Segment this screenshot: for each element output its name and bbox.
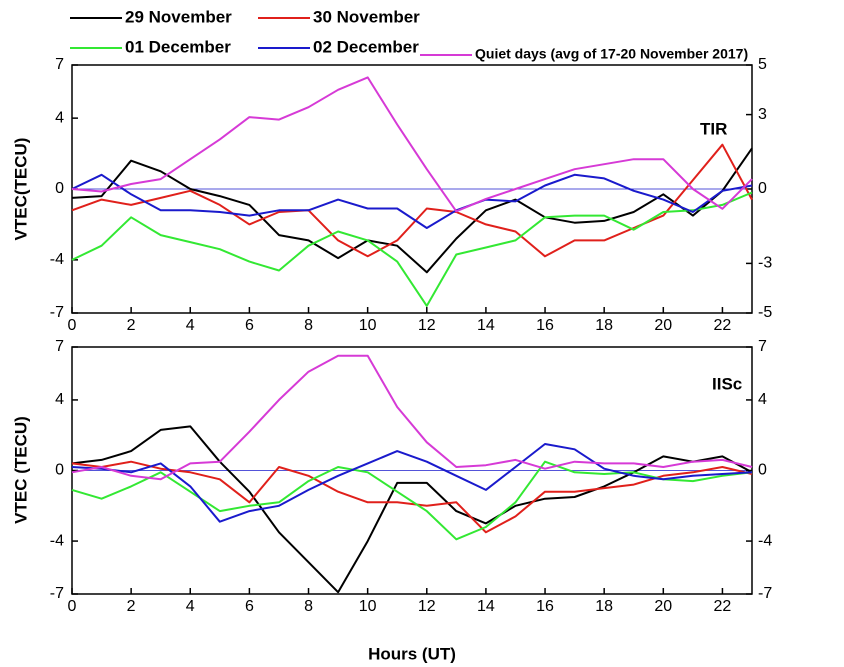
x-tick-label: 18 [595,598,613,615]
y2-tick-label: -5 [758,304,772,321]
x-tick-label: 2 [127,598,136,615]
y2-tick-label: 3 [758,106,767,123]
x-tick-label: 20 [654,598,672,615]
y2-tick-label: 5 [758,56,767,73]
x-tick-label: 14 [477,598,495,615]
y-tick-label: 0 [55,180,64,197]
x-tick-label: 4 [186,598,195,615]
x-tick-label: 10 [359,317,377,334]
y-tick-label: 7 [55,338,64,355]
x-tick-label: 4 [186,317,195,334]
legend-label: 02 December [313,37,419,56]
x-tick-label: 22 [714,598,732,615]
series-line [71,460,753,534]
x-tick-label: 20 [654,317,672,334]
x-axis-title: Hours (UT) [368,644,456,663]
x-tick-label: 18 [595,317,613,334]
y2-tick-label: 0 [758,462,767,479]
x-tick-label: 8 [304,598,313,615]
legend-label: Quiet days (avg of 17-20 November 2017) [475,46,748,62]
y2-tick-label: -7 [758,585,772,602]
y-tick-label: -4 [50,532,64,549]
y2-tick-label: -4 [758,532,772,549]
y-tick-label: 7 [55,56,64,73]
series-line [71,173,753,229]
x-tick-label: 2 [127,317,136,334]
panel-label: IISc [712,374,742,393]
series-line [71,460,753,541]
y-tick-label: -7 [50,585,64,602]
legend-label: 29 November [125,7,232,26]
y-tick-label: -4 [50,251,64,268]
series-line [71,425,753,594]
x-tick-label: 6 [245,598,254,615]
series-line [71,143,753,258]
y-tick-label: 0 [55,462,64,479]
series-line [71,76,753,213]
x-tick-label: 12 [418,317,436,334]
x-tick-label: 12 [418,598,436,615]
y2-tick-label: 4 [758,391,767,408]
y-tick-label: 4 [55,391,64,408]
x-tick-label: 0 [68,317,77,334]
x-tick-label: 8 [304,317,313,334]
series-line [71,354,753,481]
y-tick-label: -7 [50,304,64,321]
x-tick-label: 6 [245,317,254,334]
panel-label: TIR [700,119,727,138]
series-line [71,147,753,274]
series-line [71,443,753,523]
x-tick-label: 22 [714,317,732,334]
x-tick-label: 16 [536,317,554,334]
series-line [71,191,753,307]
x-tick-label: 14 [477,317,495,334]
y2-tick-label: -3 [758,255,772,272]
y-axis-title: VTEC (TECU) [11,416,30,524]
y-tick-label: 4 [55,109,64,126]
x-tick-label: 16 [536,598,554,615]
legend-label: 30 November [313,7,420,26]
y-axis-title: VTEC(TECU) [11,138,30,241]
y2-tick-label: 7 [758,338,767,355]
x-tick-label: 10 [359,598,377,615]
y2-tick-label: 0 [758,180,767,197]
x-tick-label: 0 [68,598,77,615]
legend-label: 01 December [125,37,231,56]
